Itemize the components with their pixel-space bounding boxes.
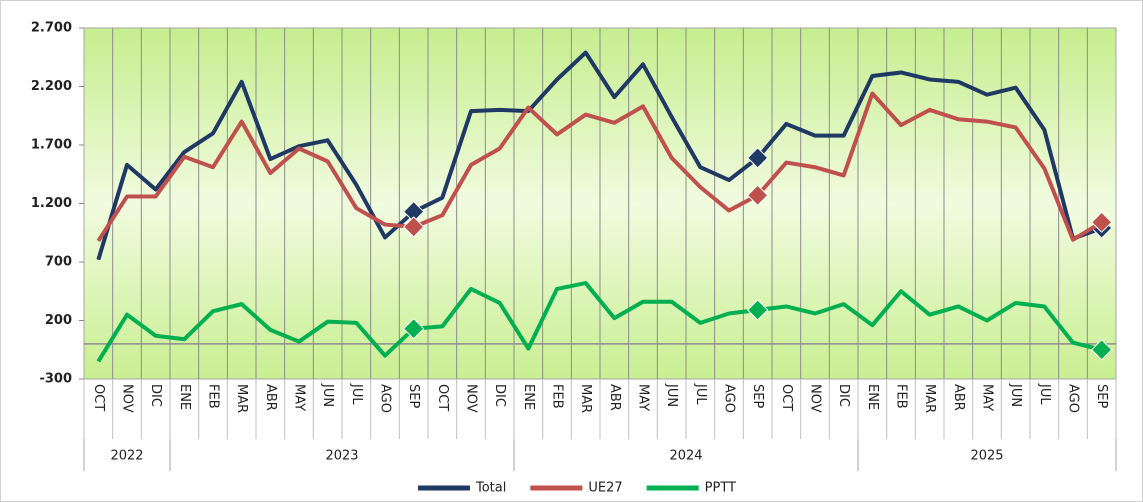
x-tick-label: NOV [808,384,823,413]
y-tick-label: 200 [45,313,72,328]
x-tick-label: JUN [320,383,335,407]
group-label: 2025 [970,449,1003,464]
x-tick-label: MAR [922,384,937,413]
group-label: 2023 [325,449,358,464]
x-tick-label: MAR [578,384,593,413]
x-tick-label: JUN [664,383,679,407]
x-tick-label: ENE [521,384,536,410]
x-tick-label: SEP [1094,384,1109,408]
marker [402,216,425,238]
x-tick-label: MAY [980,384,995,411]
y-tick-label: 700 [45,255,72,270]
series-line [96,50,1103,261]
x-tick-label: ABR [951,384,966,411]
x-tick-label: ENE [177,384,192,410]
x-tick-label: DIC [148,384,163,407]
group-label: 2022 [110,449,143,464]
x-tick-label: DIC [836,384,851,407]
legend-label: Total [475,481,506,496]
x-tick-label: FEB [894,384,909,409]
x-tick-label: FEB [550,384,565,409]
y-tick-label: 2.200 [31,79,72,94]
marker [746,299,769,321]
y-tick-label: 1.200 [31,196,72,211]
y-tick-label: -300 [39,372,72,387]
marker [1090,211,1113,233]
marker [746,147,769,169]
x-tick-label: OCT [779,384,794,411]
x-tick-label: MAY [636,384,651,411]
series-line [96,91,1103,243]
x-tick-label: AGO [378,384,393,413]
marker [746,184,769,207]
series-line [96,281,1103,363]
legend-label: PPTT [705,481,736,496]
x-tick-label: FEB [206,384,221,409]
x-tick-label: OCT [435,384,450,411]
legend-label: UE27 [588,481,622,496]
x-tick-label: JUN [1008,383,1023,407]
x-tick-label: ENE [865,384,880,410]
x-tick-label: AGO [1066,384,1081,413]
x-tick-label: NOV [464,384,479,413]
marker [1090,339,1113,361]
x-tick-label: NOV [120,384,135,413]
y-tick-label: 2.700 [31,21,72,36]
x-tick-label: AGO [722,384,737,413]
x-tick-label: MAY [292,384,307,411]
x-tick-label: OCT [91,384,106,411]
marker [402,317,425,340]
group-label: 2024 [669,449,702,464]
x-tick-label: ABR [607,384,622,411]
x-tick-label: ABR [263,384,278,411]
y-tick-label: 1.700 [31,138,72,153]
x-tick-label: JUL [349,383,364,405]
x-tick-label: DIC [492,384,507,407]
x-tick-label: SEP [406,384,421,408]
x-tick-label: SEP [750,384,765,408]
x-tick-label: JUL [693,383,708,405]
x-tick-label: JUL [1037,383,1052,405]
x-tick-label: MAR [234,384,249,413]
